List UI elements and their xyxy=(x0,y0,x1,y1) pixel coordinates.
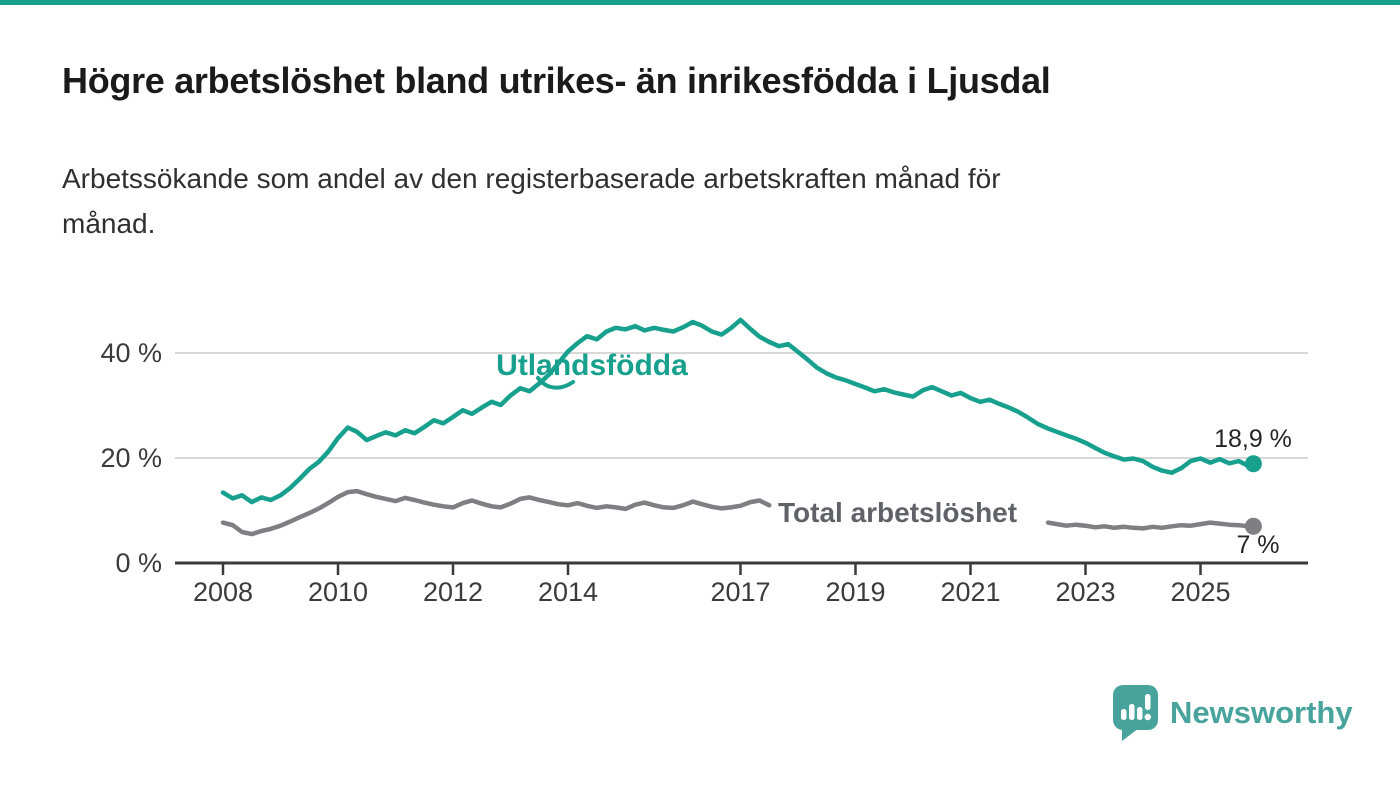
series-label-total: Total arbetslöshet xyxy=(778,497,1017,528)
series-label-utlandsfodda: Utlandsfödda xyxy=(496,349,688,382)
page-title: Högre arbetslöshet bland utrikes- än inr… xyxy=(62,60,1051,101)
x-tick-label: 2008 xyxy=(193,577,253,607)
y-tick-label: 40 % xyxy=(100,338,162,368)
annotation-total-value: 7 % xyxy=(1236,531,1279,559)
newsworthy-bubble-chart-icon xyxy=(1113,685,1158,741)
x-tick-label: 2025 xyxy=(1170,577,1230,607)
x-tick-label: 2014 xyxy=(538,577,598,607)
y-tick-label: 20 % xyxy=(100,443,162,473)
x-tick-label: 2010 xyxy=(308,577,368,607)
newsworthy-logo-text: Newsworthy xyxy=(1170,695,1353,730)
label-swoosh xyxy=(536,376,575,390)
endpoint-dot xyxy=(1244,455,1262,473)
subtitle-line-1: Arbetssökande som andel av den registerb… xyxy=(62,163,1001,194)
x-tick-label: 2017 xyxy=(710,577,770,607)
line-total xyxy=(220,488,772,537)
unemployment-line-chart: 0 % 20 % 40 % 2008 2010 2012 2014 2017 2019 2021 2… xyxy=(100,317,1308,607)
subtitle-line-2: månad. xyxy=(62,208,156,239)
x-tick-label: 2021 xyxy=(940,577,1000,607)
y-tick-label: 0 % xyxy=(115,548,162,578)
newsworthy-logo: Newsworthy xyxy=(1112,684,1353,742)
endpoint-dot xyxy=(1244,517,1262,535)
line-total xyxy=(1045,520,1256,531)
chart-subtitle: Arbetssökande som andel av den registerb… xyxy=(62,156,1342,246)
brand-top-border xyxy=(0,0,1400,5)
line-utlandsfodda xyxy=(220,317,1256,505)
annotation-utlandsfodda-value: 18,9 % xyxy=(1214,425,1292,453)
x-tick-label: 2012 xyxy=(423,577,483,607)
x-tick-label: 2019 xyxy=(825,577,885,607)
x-tick-label: 2023 xyxy=(1055,577,1115,607)
